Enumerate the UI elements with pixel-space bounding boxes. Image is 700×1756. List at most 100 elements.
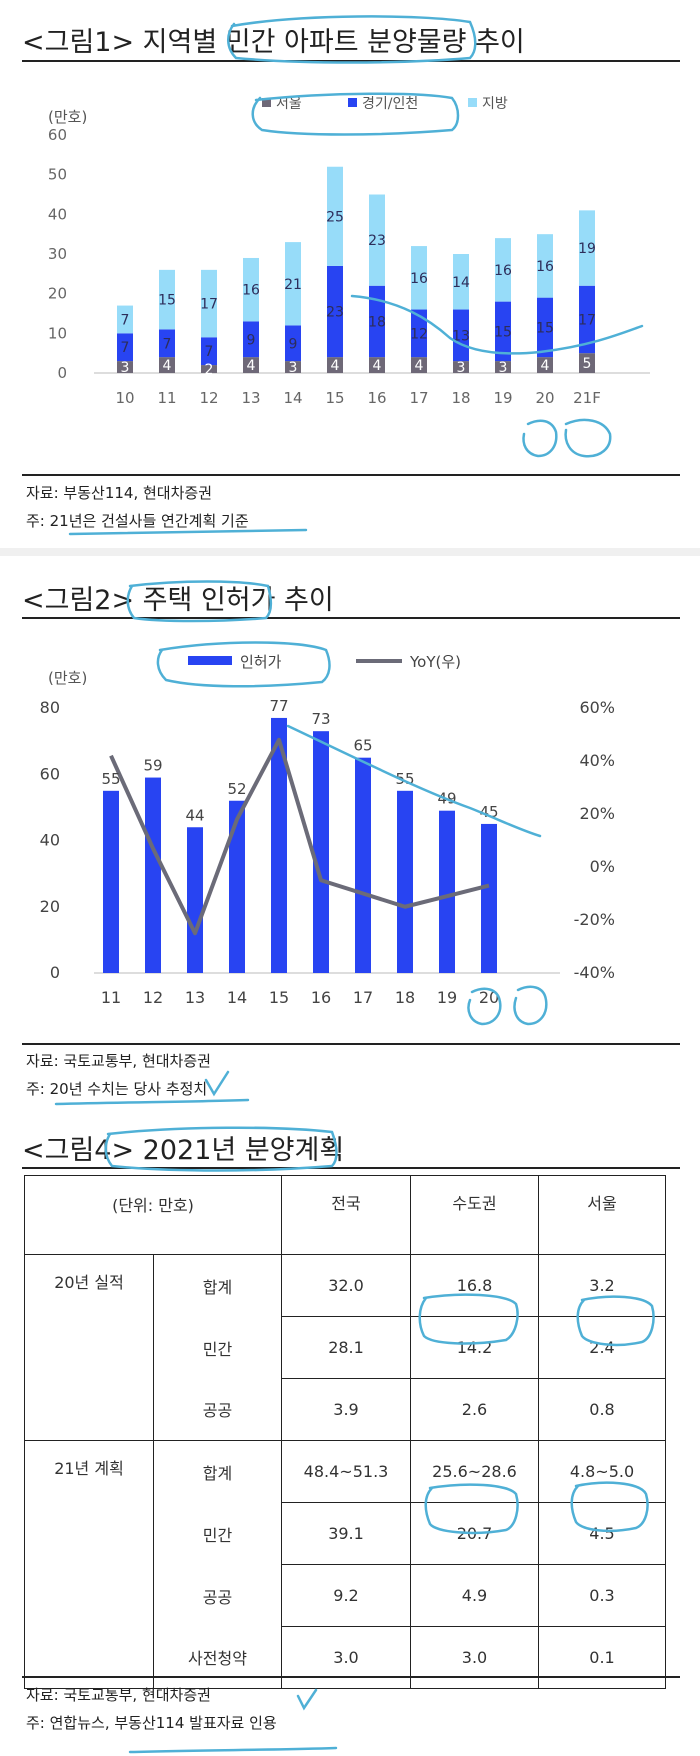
group-label-2020: 20년 실적	[24, 1254, 154, 1441]
table-header-capital: 수도권	[410, 1175, 539, 1255]
chart1-data-label: 18	[368, 314, 386, 330]
chart1-bar-2	[201, 269, 217, 338]
table-cell: 0.8	[538, 1378, 666, 1441]
chart2-legend-label: 인허가	[240, 653, 282, 671]
chart1-data-label: 21	[284, 277, 302, 293]
chart1-bar-2	[117, 305, 133, 334]
table-cell: 4.5	[538, 1502, 666, 1565]
chart1-legend-label: 서울	[276, 96, 302, 112]
chart2-bar	[103, 790, 119, 973]
chart2-x-tick: 17	[353, 988, 373, 1007]
figure1-bottom-rule	[22, 474, 680, 476]
chart1-bar-2	[579, 210, 595, 286]
figure2-bottom-rule	[22, 1043, 680, 1045]
chart1-data-label: 16	[242, 283, 260, 299]
chart2-y2-tick: 40%	[579, 751, 615, 770]
chart1-legend: 서울 경기/인천 지방	[262, 96, 508, 112]
table-row: 21년 계획 합계 48.4~51.3 25.6~28.6 4.8~5.0	[24, 1440, 666, 1689]
table-header-row: (단위: 만호) 전국 수도권 서울	[24, 1175, 666, 1255]
chart1-data-label: 17	[200, 297, 218, 313]
chart2-x-ticks: 11 12 13 14 15 16 17 18 19 20	[101, 988, 499, 1007]
figure4-note: 주: 연합뉴스, 부동산114 발표자료 인용	[26, 1714, 277, 1732]
chart1-data-label: 9	[289, 336, 298, 352]
annotation-note4-underline	[128, 1746, 338, 1754]
chart2-data-label: 44	[185, 806, 204, 824]
chart2-x-tick: 13	[185, 988, 205, 1007]
chart2-y-tick: 80	[40, 698, 60, 717]
table-cell: 9.2	[281, 1564, 411, 1627]
chart1-data-label: 9	[247, 332, 256, 348]
chart1-data-label: 3	[499, 360, 508, 376]
chart2-y2-tick: -20%	[574, 910, 615, 929]
figure1-note: 주: 21년은 건설사들 연간계획 기준	[26, 512, 249, 530]
chart1-data-label: 7	[163, 336, 172, 352]
table-cell: 0.3	[538, 1564, 666, 1627]
figure4-title: <그림4> 2021년 분양계획	[22, 1135, 345, 1166]
table-cell: 28.1	[281, 1316, 411, 1379]
group-label-2021: 21년 계획	[24, 1440, 154, 1689]
chart2-x-tick: 11	[101, 988, 121, 1007]
chart1-bar-2	[159, 269, 175, 330]
chart1-y-tick: 10	[48, 324, 67, 342]
chart1-bar-2	[327, 166, 343, 266]
chart1-data-label: 3	[457, 360, 466, 376]
chart1-bar-1	[159, 329, 175, 358]
chart1-bar-2	[285, 242, 301, 326]
chart2-y-tick: 0	[50, 963, 60, 982]
chart1-data-label: 4	[415, 358, 424, 374]
chart1-bar-0	[201, 365, 217, 373]
chart1-data-label: 4	[373, 358, 382, 374]
chart2-y-tick: 20	[40, 897, 60, 916]
chart2-x-tick: 12	[143, 988, 163, 1007]
figure1-title: <그림1> 지역별 민간 아파트 분양물량 추이	[22, 27, 525, 58]
chart2-y-tick: 40	[40, 831, 60, 850]
chart2-x-tick: 15	[269, 988, 289, 1007]
chart2-data-label: 73	[311, 710, 330, 728]
chart1-data-label: 19	[578, 241, 596, 257]
chart1-bar-0	[411, 357, 427, 373]
chart1-y-tick: 50	[48, 166, 67, 184]
row-label: 민간	[153, 1316, 282, 1379]
table-cell: 39.1	[281, 1502, 411, 1565]
table-cell: 2.6	[410, 1378, 539, 1441]
table-cell: 14.2	[410, 1316, 539, 1379]
chart2-legend-label: YoY(우)	[409, 653, 461, 671]
chart1-x-tick: 14	[283, 389, 302, 407]
chart2-y2-tick: -40%	[574, 963, 615, 982]
chart1-bar-0	[495, 361, 511, 373]
chart1-x-tick: 21F	[573, 389, 601, 407]
chart1-bar-0	[369, 357, 385, 373]
chart2-yoy-polyline	[109, 737, 490, 936]
chart1-data-label: 23	[326, 305, 344, 321]
figure2-title: <그림2> 주택 인허가 추이	[22, 585, 334, 616]
chart2-bar	[481, 823, 497, 973]
chart2-x-tick: 16	[311, 988, 331, 1007]
table-cell: 48.4~51.3	[281, 1440, 411, 1503]
figure4-bottom-rule	[22, 1676, 680, 1678]
chart2-data-label: 45	[479, 803, 498, 821]
table-cell: 3.2	[538, 1254, 666, 1317]
chart1-x-tick: 10	[115, 389, 134, 407]
table-cell: 3.0	[410, 1626, 539, 1689]
figure2-title-rule	[22, 617, 680, 619]
chart2-y2-tick: 60%	[579, 698, 615, 717]
annotation-note2-check	[204, 1070, 230, 1097]
chart2-bar	[187, 827, 203, 973]
chart1: (만호) 서울 경기/인천 지방 0 10 20 30 40 50 60 3 7 7 4 7 15 2 7 17…	[48, 96, 650, 407]
chart1-bar-1	[201, 337, 217, 366]
chart1-y-tick: 30	[48, 245, 67, 263]
chart1-bar-0	[537, 357, 553, 373]
chart1-data-label: 15	[536, 320, 554, 336]
chart2-y-tick: 60	[40, 764, 60, 783]
chart1-legend-swatch	[348, 98, 357, 107]
chart1-data-label: 13	[452, 328, 470, 344]
chart1-y-tick: 60	[48, 126, 67, 144]
table-cell: 32.0	[281, 1254, 411, 1317]
chart1-data-labels: 3 7 7 4 7 15 2 7 17 4 9 16 3 9 21 4 23 25 4 18 23 4 12 16 3 13 14 3…	[121, 209, 596, 378]
table-cell: 2.4	[538, 1316, 666, 1379]
section-separator	[0, 548, 700, 556]
chart1-bar-0	[243, 357, 259, 373]
chart2-bar	[397, 790, 413, 973]
chart1-bar-1	[117, 333, 133, 362]
table-row: 20년 실적 합계 32.0 16.8 3.2	[24, 1254, 666, 1441]
